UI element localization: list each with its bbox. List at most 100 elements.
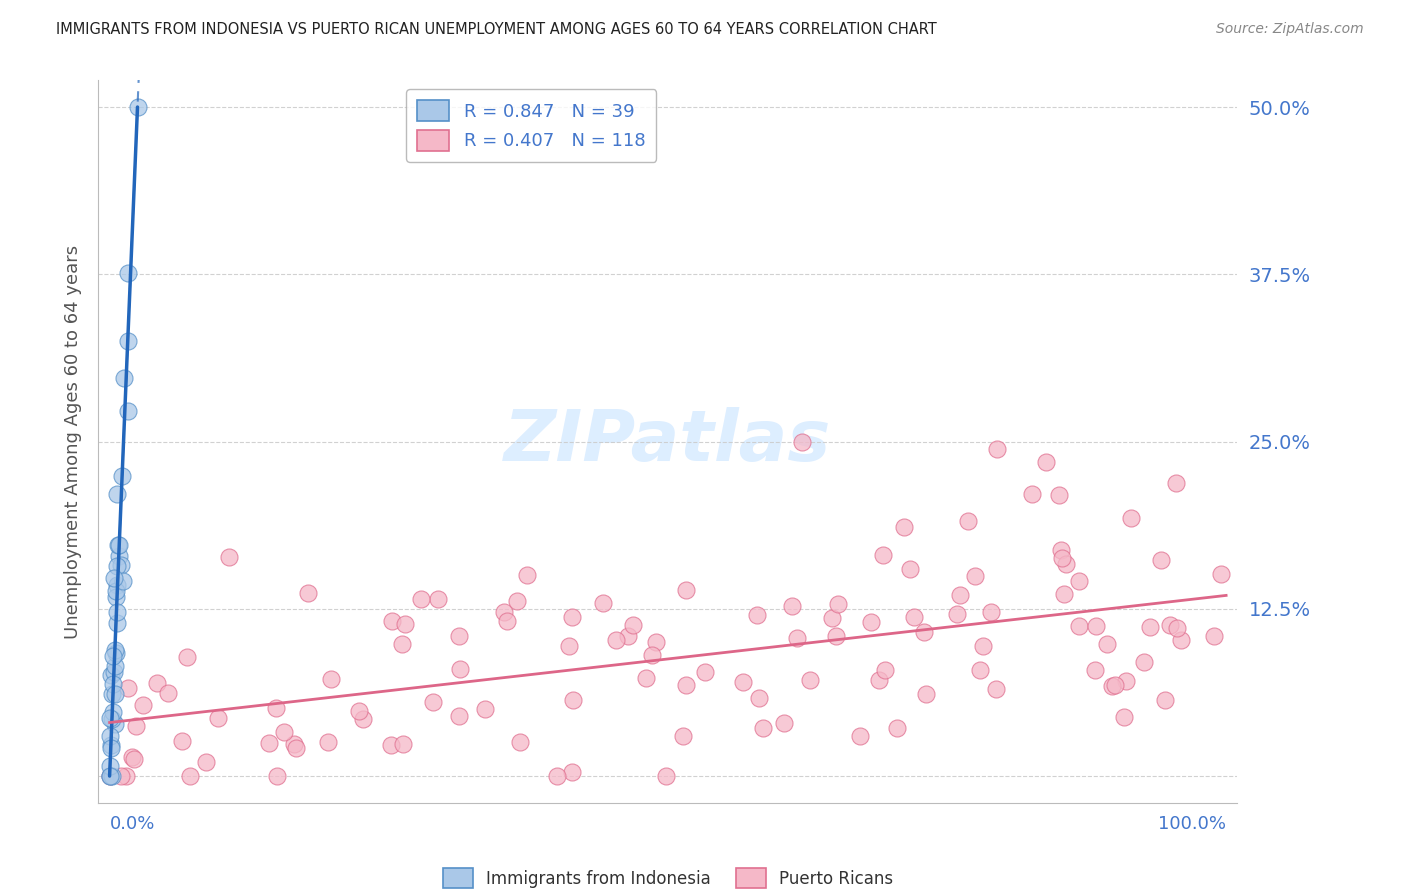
Point: [127, 100, 149, 114]
Point: [1067, 574, 1090, 588]
Point: [860, 615, 883, 630]
Point: [108, 549, 131, 563]
Point: [101, 705, 124, 719]
Point: [321, 672, 343, 686]
Point: [915, 687, 938, 701]
Point: [986, 681, 1008, 696]
Point: [474, 701, 496, 715]
Point: [121, 750, 143, 764]
Point: [110, 558, 132, 572]
Point: [748, 691, 770, 706]
Point: [494, 605, 516, 619]
Point: [786, 632, 808, 646]
Point: [297, 585, 319, 599]
Point: [194, 755, 217, 769]
Point: [972, 639, 994, 653]
Y-axis label: Unemployment Among Ages 60 to 64 years: Unemployment Among Ages 60 to 64 years: [63, 244, 82, 639]
Point: [641, 648, 664, 662]
Point: [104, 646, 127, 660]
Point: [505, 594, 527, 608]
Point: [391, 637, 413, 651]
Point: [100, 739, 122, 753]
Point: [101, 769, 124, 783]
Point: [98, 769, 121, 783]
Point: [980, 605, 1002, 619]
Point: [104, 659, 127, 673]
Point: [825, 629, 848, 643]
Point: [592, 596, 614, 610]
Point: [427, 591, 450, 606]
Point: [100, 687, 122, 701]
Point: [1154, 693, 1177, 707]
Point: [257, 736, 280, 750]
Point: [422, 695, 444, 709]
Point: [273, 725, 295, 739]
Point: [112, 371, 135, 385]
Point: [827, 597, 849, 611]
Point: [391, 737, 413, 751]
Point: [117, 266, 139, 280]
Point: [1104, 678, 1126, 692]
Point: [107, 538, 129, 552]
Point: [868, 673, 890, 687]
Point: [1095, 637, 1118, 651]
Point: [103, 676, 125, 690]
Point: [1139, 620, 1161, 634]
Text: 100.0%: 100.0%: [1159, 815, 1226, 833]
Point: [872, 549, 894, 563]
Point: [146, 675, 169, 690]
Point: [912, 624, 935, 639]
Point: [1021, 487, 1043, 501]
Point: [671, 729, 693, 743]
Point: [132, 698, 155, 712]
Point: [1114, 710, 1136, 724]
Point: [105, 578, 128, 592]
Point: [693, 665, 716, 679]
Point: [218, 550, 240, 565]
Text: Source: ZipAtlas.com: Source: ZipAtlas.com: [1216, 22, 1364, 37]
Point: [561, 764, 583, 779]
Point: [617, 629, 640, 643]
Point: [969, 663, 991, 677]
Point: [733, 674, 755, 689]
Point: [105, 487, 128, 501]
Point: [285, 740, 308, 755]
Point: [949, 588, 972, 602]
Point: [117, 334, 139, 349]
Point: [103, 570, 125, 584]
Legend: Immigrants from Indonesia, Puerto Ricans: Immigrants from Indonesia, Puerto Ricans: [436, 862, 900, 892]
Text: ZIPatlas: ZIPatlas: [505, 407, 831, 476]
Point: [98, 769, 121, 783]
Point: [956, 514, 979, 528]
Point: [98, 711, 121, 725]
Point: [117, 681, 139, 695]
Point: [495, 614, 517, 628]
Point: [1035, 455, 1057, 469]
Point: [104, 643, 127, 657]
Point: [104, 687, 127, 701]
Point: [898, 562, 921, 576]
Point: [886, 721, 908, 735]
Point: [111, 574, 134, 588]
Point: [111, 468, 134, 483]
Point: [104, 584, 127, 599]
Point: [105, 559, 128, 574]
Point: [945, 607, 967, 621]
Point: [176, 649, 198, 664]
Point: [799, 673, 821, 688]
Text: IMMIGRANTS FROM INDONESIA VS PUERTO RICAN UNEMPLOYMENT AMONG AGES 60 TO 64 YEARS: IMMIGRANTS FROM INDONESIA VS PUERTO RICA…: [56, 22, 936, 37]
Point: [115, 769, 138, 783]
Point: [1054, 557, 1077, 571]
Point: [447, 709, 470, 723]
Point: [349, 704, 371, 718]
Text: 0.0%: 0.0%: [110, 815, 155, 833]
Point: [675, 677, 697, 691]
Point: [516, 568, 538, 582]
Point: [266, 769, 288, 783]
Point: [752, 721, 775, 735]
Point: [1084, 618, 1107, 632]
Point: [1170, 633, 1192, 648]
Point: [780, 599, 803, 613]
Point: [394, 617, 416, 632]
Point: [316, 734, 339, 748]
